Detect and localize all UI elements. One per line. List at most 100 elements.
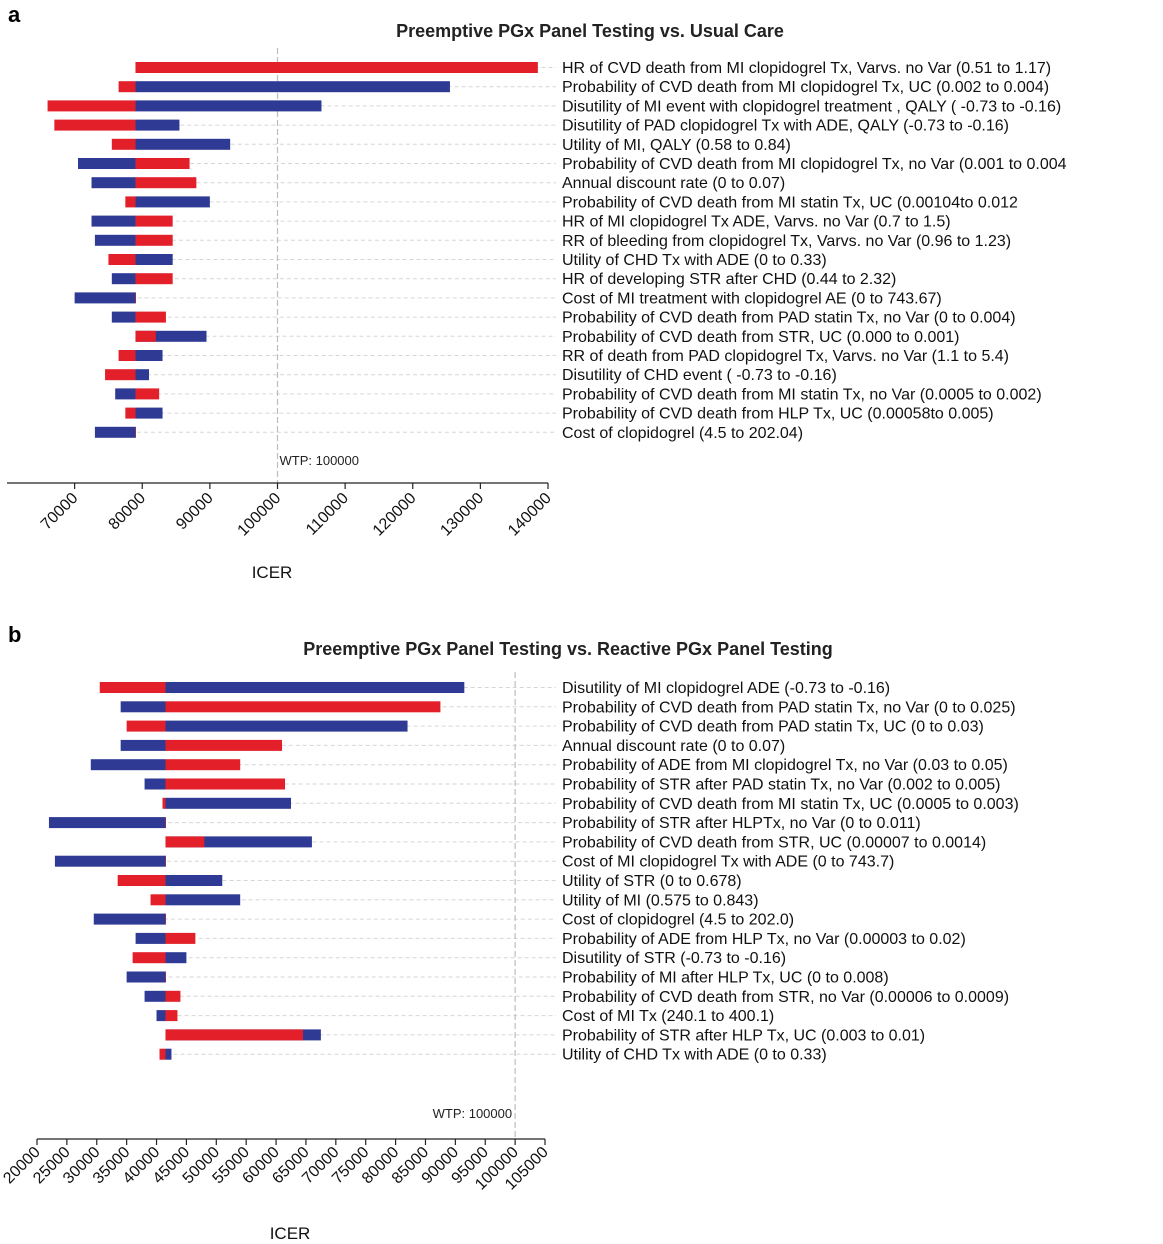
bar-low-segment <box>165 720 408 732</box>
bar-high-segment <box>165 836 205 848</box>
bar-low-segment <box>111 273 136 285</box>
bar-high-segment <box>159 1048 166 1060</box>
bar-high-segment <box>108 254 136 265</box>
parameter-label: HR of MI clopidogrel Tx ADE, Varvs. no V… <box>562 214 951 231</box>
parameter-label: Utility of CHD Tx with ADE (0 to 0.33) <box>562 252 827 269</box>
parameter-label: Probability of CVD death from MI statin … <box>562 194 1018 211</box>
bar-high-segment <box>126 720 166 732</box>
bar-low-segment <box>144 990 166 1002</box>
x-tick-label: 120000 <box>370 490 420 540</box>
parameter-label: Probability of CVD death from MI clopido… <box>562 156 1067 173</box>
bar-high-segment <box>162 797 166 809</box>
bar-low-segment <box>111 311 136 323</box>
bar-high-segment <box>54 119 136 131</box>
bars-a <box>47 62 538 438</box>
bar-high-segment <box>99 682 166 693</box>
wtp-label-a: WTP: 100000 <box>280 453 360 468</box>
bar-high-segment <box>165 817 166 829</box>
parameter-label: Probability of ADE from HLP Tx, no Var (… <box>562 931 966 948</box>
x-tick-label: 110000 <box>303 490 352 539</box>
bar-low-segment <box>135 81 450 93</box>
bar-low-segment <box>90 759 166 771</box>
parameter-label: Utility of MI, QALY (0.58 to 0.84) <box>562 137 791 154</box>
bar-high-segment <box>125 407 136 419</box>
bar-high-segment <box>118 81 136 93</box>
parameter-label: Annual discount rate (0 to 0.07) <box>562 175 785 192</box>
bar-high-segment <box>165 739 283 751</box>
bar-high-segment <box>118 350 136 361</box>
bar-low-segment <box>135 138 231 150</box>
panel-letter-a: a <box>8 2 21 27</box>
panel-b: b Preemptive PGx Panel Testing vs. React… <box>0 622 1018 1243</box>
param-labels-b: Disutility of MI clopidogrel ADE (-0.73 … <box>562 680 1019 1064</box>
bar-low-segment <box>115 388 136 400</box>
bar-high-segment <box>135 292 136 304</box>
bar-low-segment <box>126 971 166 983</box>
bar-low-segment <box>135 932 166 944</box>
parameter-label: Cost of clopidogrel (4.5 to 202.04) <box>562 425 803 442</box>
bar-low-segment <box>94 426 136 438</box>
bar-high-segment <box>135 234 173 246</box>
bar-low-segment <box>135 119 180 131</box>
parameter-label: Disutility of STR (-0.73 to -0.16) <box>562 950 786 967</box>
parameter-label: Probability of CVD death from MI statin … <box>562 386 1042 403</box>
bar-high-segment <box>117 875 166 886</box>
bar-high-segment <box>165 855 166 867</box>
bar-low-segment <box>135 407 163 419</box>
parameter-label: Probability of ADE from MI clopidogrel T… <box>562 757 1008 774</box>
parameter-label: Probability of CVD death from PAD statin… <box>562 699 1016 716</box>
bar-high-segment <box>165 1010 178 1022</box>
bar-low-segment <box>78 158 136 169</box>
bar-low-segment <box>165 797 291 809</box>
wtp-label-b: WTP: 100000 <box>433 1106 513 1121</box>
bar-low-segment <box>48 817 166 829</box>
bar-high-segment <box>135 177 197 189</box>
chart-title-b: Preemptive PGx Panel Testing vs. Reactiv… <box>303 639 833 659</box>
parameter-label: Probability of CVD death from MI clopido… <box>562 79 1049 96</box>
panel-letter-b: b <box>8 622 21 647</box>
bar-low-segment <box>91 177 136 189</box>
x-axis-title-a: ICER <box>252 563 293 582</box>
bar-low-segment <box>165 1048 172 1060</box>
bar-low-segment <box>135 350 163 361</box>
x-tick-label: 100000 <box>235 490 285 540</box>
bar-high-segment <box>165 932 196 944</box>
parameter-label: HR of developing STR after CHD (0.44 to … <box>562 271 896 288</box>
bar-low-segment <box>165 836 312 848</box>
bar-high-segment <box>135 215 173 227</box>
bar-low-segment <box>165 682 465 693</box>
bar-high-segment <box>125 196 136 208</box>
bar-low-segment <box>156 1010 166 1022</box>
parameter-label: RR of death from PAD clopidogrel Tx, Var… <box>562 348 1009 365</box>
parameter-label: Utility of CHD Tx with ADE (0 to 0.33) <box>562 1047 827 1064</box>
bar-high-segment <box>47 100 136 112</box>
parameter-label: Probability of MI after HLP Tx, UC (0 to… <box>562 970 889 987</box>
x-tick-label: 70000 <box>38 490 82 534</box>
bar-low-segment <box>120 701 166 713</box>
bar-high-segment <box>165 1029 303 1041</box>
parameter-label: HR of CVD death from MI clopidogrel Tx, … <box>562 60 1051 77</box>
bar-high-segment <box>165 778 286 790</box>
parameter-label: Probability of CVD death from HLP Tx, UC… <box>562 406 994 423</box>
parameter-label: Probability of CVD death from PAD statin… <box>562 719 984 736</box>
parameter-label: RR of bleeding from clopidogrel Tx, Varv… <box>562 233 1011 250</box>
bar-high-segment <box>105 369 136 381</box>
parameter-label: Cost of MI treatment with clopidogrel AE… <box>562 290 942 307</box>
bar-low-segment <box>135 330 207 342</box>
x-tick-label: 130000 <box>437 490 487 540</box>
bar-high-segment <box>165 990 181 1002</box>
bar-low-segment <box>91 215 136 227</box>
x-ticks-a: 70000 80000 90000 100000 110000 120000 130000 1… <box>38 483 555 540</box>
bars-b <box>48 682 465 1060</box>
bar-high-segment <box>135 158 190 169</box>
x-tick-label: 80000 <box>106 490 150 534</box>
parameter-label: Annual discount rate (0 to 0.07) <box>562 738 785 755</box>
bar-low-segment <box>93 913 166 925</box>
parameter-label: Probability of CVD death from STR, UC (0… <box>562 329 960 346</box>
parameter-label: Probability of CVD death from STR, UC (0… <box>562 834 986 851</box>
x-ticks-b: 2000025000300003500040000450005000055000… <box>0 1139 552 1194</box>
bar-high-segment <box>135 426 136 438</box>
bar-low-segment <box>74 292 136 304</box>
bar-low-segment <box>135 369 150 381</box>
